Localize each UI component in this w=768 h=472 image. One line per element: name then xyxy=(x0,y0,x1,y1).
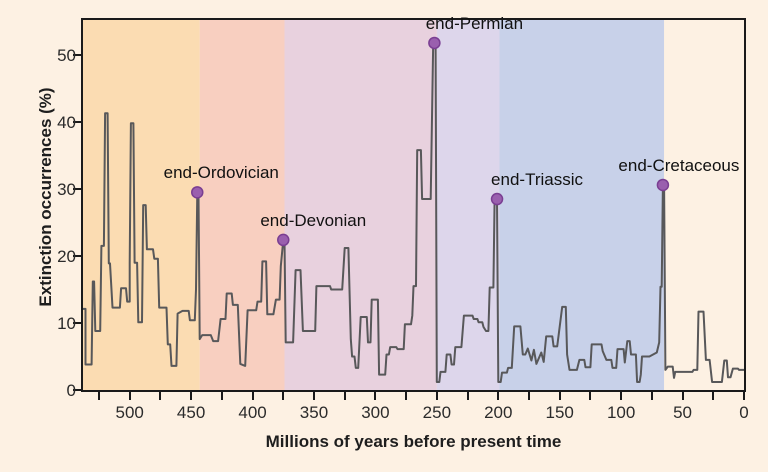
plot-area: end-Ordovician end-Devonian end-Permian end… xyxy=(81,14,746,392)
x-tick xyxy=(282,392,285,400)
extinction-line-chart xyxy=(83,20,744,390)
y-tick-label: 20 xyxy=(57,247,76,266)
x-tick xyxy=(466,392,469,400)
x-tick-label: 450 xyxy=(176,403,206,422)
y-tick-label: 10 xyxy=(57,314,76,333)
x-tick-label: 350 xyxy=(299,403,329,422)
x-tick xyxy=(312,392,315,400)
x-tick-label: 0 xyxy=(739,403,749,422)
event-label: end-Ordovician xyxy=(163,163,279,183)
x-tick-label: 200 xyxy=(484,403,513,422)
x-tick-label: 400 xyxy=(238,403,267,422)
x-tick xyxy=(497,392,500,400)
x-tick xyxy=(128,392,131,400)
x-tick xyxy=(97,392,100,400)
x-axis-title: Millions of years before present time xyxy=(265,432,562,451)
era-band xyxy=(199,20,285,390)
x-tick xyxy=(251,392,254,400)
x-tick-label: 50 xyxy=(673,403,693,422)
event-label: end-Cretaceous xyxy=(618,155,740,175)
x-tick xyxy=(220,392,223,400)
y-tick xyxy=(73,322,81,324)
y-tick xyxy=(73,188,81,190)
x-tick xyxy=(558,392,561,400)
x-tick-label: 100 xyxy=(606,403,636,422)
extinction-event-marker xyxy=(428,36,441,50)
extinction-event-marker xyxy=(277,233,290,247)
y-tick xyxy=(73,389,81,391)
y-tick-label: 0 xyxy=(66,381,76,400)
x-tick-label: 150 xyxy=(545,403,574,422)
x-tick xyxy=(712,392,715,400)
x-tick xyxy=(374,392,377,400)
era-band xyxy=(499,20,665,390)
x-tick xyxy=(159,392,162,400)
x-tick xyxy=(405,392,408,400)
x-tick xyxy=(589,392,592,400)
x-tick xyxy=(343,392,346,400)
era-band xyxy=(83,20,200,390)
era-band xyxy=(436,20,500,390)
event-label: end-Triassic xyxy=(491,170,584,190)
x-tick-label: 300 xyxy=(361,403,390,422)
x-tick xyxy=(650,392,653,400)
extinction-event-marker xyxy=(490,192,504,206)
y-tick-label: 40 xyxy=(57,113,76,132)
extinction-line xyxy=(83,41,744,383)
x-tick-label: 500 xyxy=(115,403,144,422)
x-tick xyxy=(743,392,745,400)
y-tick xyxy=(73,121,81,123)
event-label: end-Permian xyxy=(425,13,524,33)
y-tick-label: 50 xyxy=(57,46,76,65)
x-tick xyxy=(435,392,438,400)
x-tick-label: 250 xyxy=(422,403,452,422)
x-tick xyxy=(190,392,193,400)
x-tick xyxy=(681,392,684,400)
y-tick-label: 30 xyxy=(57,180,76,199)
y-tick xyxy=(73,54,81,56)
x-tick xyxy=(620,392,623,400)
y-tick xyxy=(73,255,81,257)
extinction-event-marker xyxy=(656,178,670,192)
event-label: end-Devonian xyxy=(260,210,367,230)
extinction-event-marker xyxy=(191,186,204,199)
x-tick xyxy=(527,392,530,400)
